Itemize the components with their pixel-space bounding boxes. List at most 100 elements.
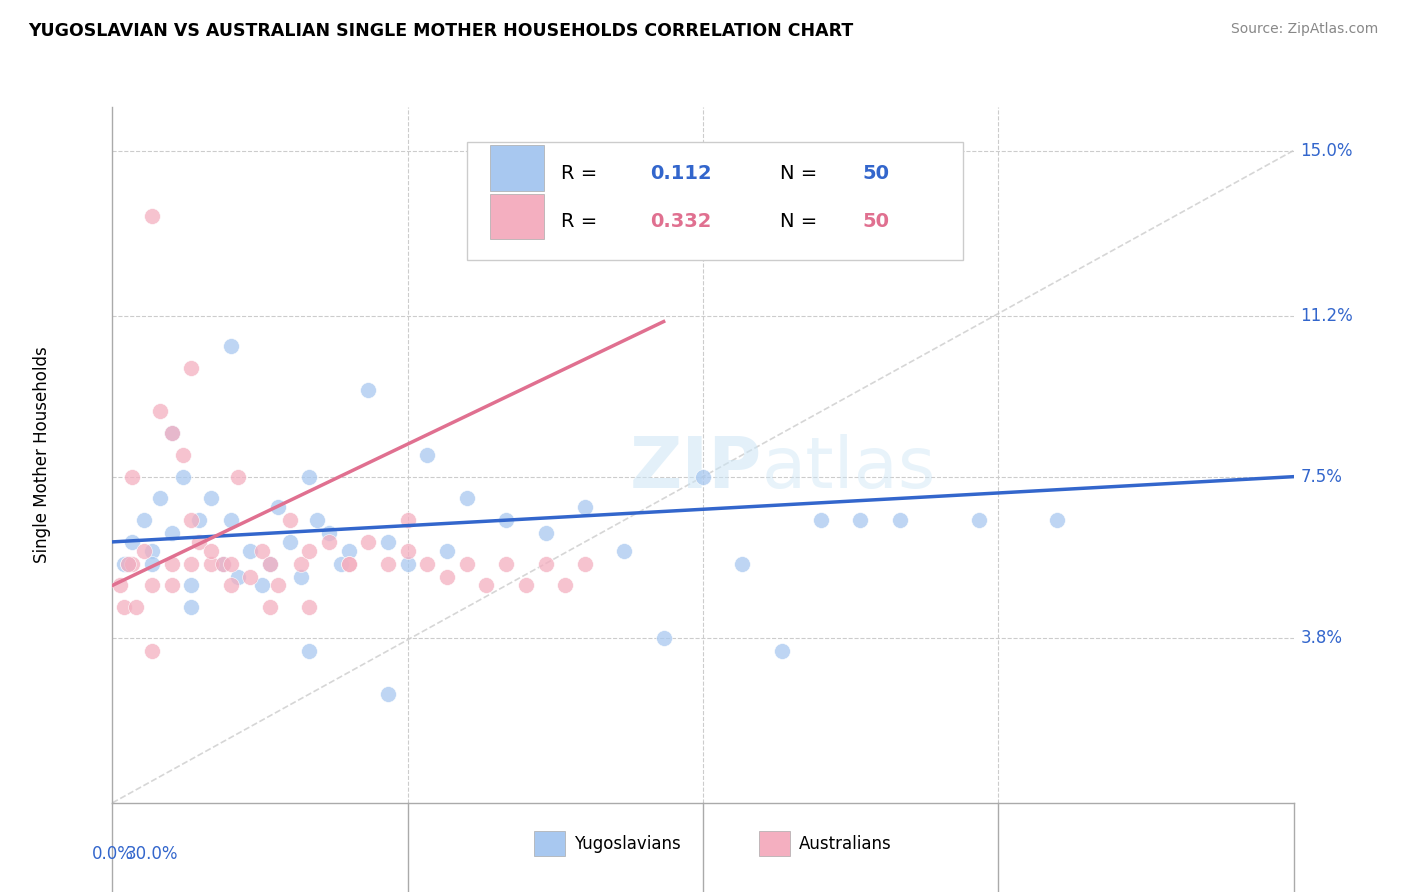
Text: 0.332: 0.332 xyxy=(650,212,711,231)
Point xyxy=(810,513,832,527)
Point xyxy=(180,360,202,375)
Point xyxy=(160,426,183,441)
Point xyxy=(416,557,439,571)
Text: Australians: Australians xyxy=(799,835,891,853)
Point xyxy=(278,513,301,527)
Point xyxy=(141,578,163,592)
Text: 0.0%: 0.0% xyxy=(91,845,134,863)
Point xyxy=(132,513,155,527)
Point xyxy=(180,557,202,571)
Text: R =: R = xyxy=(561,212,603,231)
Point xyxy=(117,557,139,571)
Point xyxy=(219,339,242,353)
Point xyxy=(188,513,211,527)
Point xyxy=(377,687,399,701)
Point xyxy=(574,557,596,571)
Point xyxy=(534,526,557,541)
Point xyxy=(267,500,290,514)
Point xyxy=(318,535,340,549)
Point xyxy=(416,448,439,462)
FancyBboxPatch shape xyxy=(491,145,544,191)
Point xyxy=(298,643,321,657)
Point xyxy=(200,491,222,506)
Point xyxy=(112,600,135,615)
Point xyxy=(149,491,172,506)
Point xyxy=(278,535,301,549)
Text: 11.2%: 11.2% xyxy=(1301,307,1354,325)
Point xyxy=(259,600,281,615)
Text: R =: R = xyxy=(561,163,610,183)
Point xyxy=(132,543,155,558)
Point xyxy=(613,543,636,558)
Point xyxy=(172,469,194,483)
Point xyxy=(396,513,419,527)
Text: 50: 50 xyxy=(862,212,890,231)
Point xyxy=(337,557,360,571)
Text: 15.0%: 15.0% xyxy=(1301,142,1353,160)
Point xyxy=(1046,513,1069,527)
Point xyxy=(290,570,312,584)
Point xyxy=(180,513,202,527)
Point xyxy=(141,543,163,558)
Point xyxy=(377,535,399,549)
Point xyxy=(377,557,399,571)
Text: Yugoslavians: Yugoslavians xyxy=(574,835,681,853)
Text: atlas: atlas xyxy=(762,434,936,503)
Point xyxy=(160,526,183,541)
Point xyxy=(211,557,233,571)
Point xyxy=(475,578,498,592)
Point xyxy=(188,535,211,549)
Point xyxy=(239,570,262,584)
Point xyxy=(770,643,793,657)
Point xyxy=(117,557,139,571)
Text: N =: N = xyxy=(780,163,824,183)
Point xyxy=(357,535,380,549)
Point xyxy=(337,557,360,571)
Text: 50: 50 xyxy=(862,163,890,183)
Text: 3.8%: 3.8% xyxy=(1301,629,1343,647)
Point xyxy=(298,543,321,558)
Point xyxy=(149,404,172,418)
Point xyxy=(250,543,273,558)
Point xyxy=(200,557,222,571)
Point xyxy=(731,557,754,571)
Point xyxy=(298,469,321,483)
Point xyxy=(228,570,250,584)
Point xyxy=(125,600,148,615)
Point xyxy=(574,500,596,514)
Point xyxy=(267,578,290,592)
Point xyxy=(121,535,143,549)
Point xyxy=(396,543,419,558)
Point xyxy=(298,600,321,615)
Text: 7.5%: 7.5% xyxy=(1301,467,1343,485)
Point xyxy=(259,557,281,571)
Point xyxy=(357,383,380,397)
Point xyxy=(652,631,675,645)
Point xyxy=(495,557,517,571)
Point xyxy=(200,543,222,558)
Point xyxy=(515,578,537,592)
Point xyxy=(554,578,576,592)
FancyBboxPatch shape xyxy=(491,194,544,239)
Point xyxy=(160,557,183,571)
Point xyxy=(337,543,360,558)
Point xyxy=(112,557,135,571)
Point xyxy=(250,578,273,592)
Point xyxy=(849,513,872,527)
Point xyxy=(219,578,242,592)
Text: 30.0%: 30.0% xyxy=(125,845,179,863)
Point xyxy=(160,426,183,441)
Point xyxy=(180,600,202,615)
Point xyxy=(495,513,517,527)
Text: ZIP: ZIP xyxy=(630,434,762,503)
FancyBboxPatch shape xyxy=(467,142,963,260)
Point xyxy=(692,469,714,483)
Point xyxy=(172,448,194,462)
Point xyxy=(436,570,458,584)
Point xyxy=(219,557,242,571)
Point xyxy=(329,557,352,571)
Text: 0.112: 0.112 xyxy=(650,163,711,183)
Point xyxy=(396,557,419,571)
Point xyxy=(219,513,242,527)
Point xyxy=(141,209,163,223)
